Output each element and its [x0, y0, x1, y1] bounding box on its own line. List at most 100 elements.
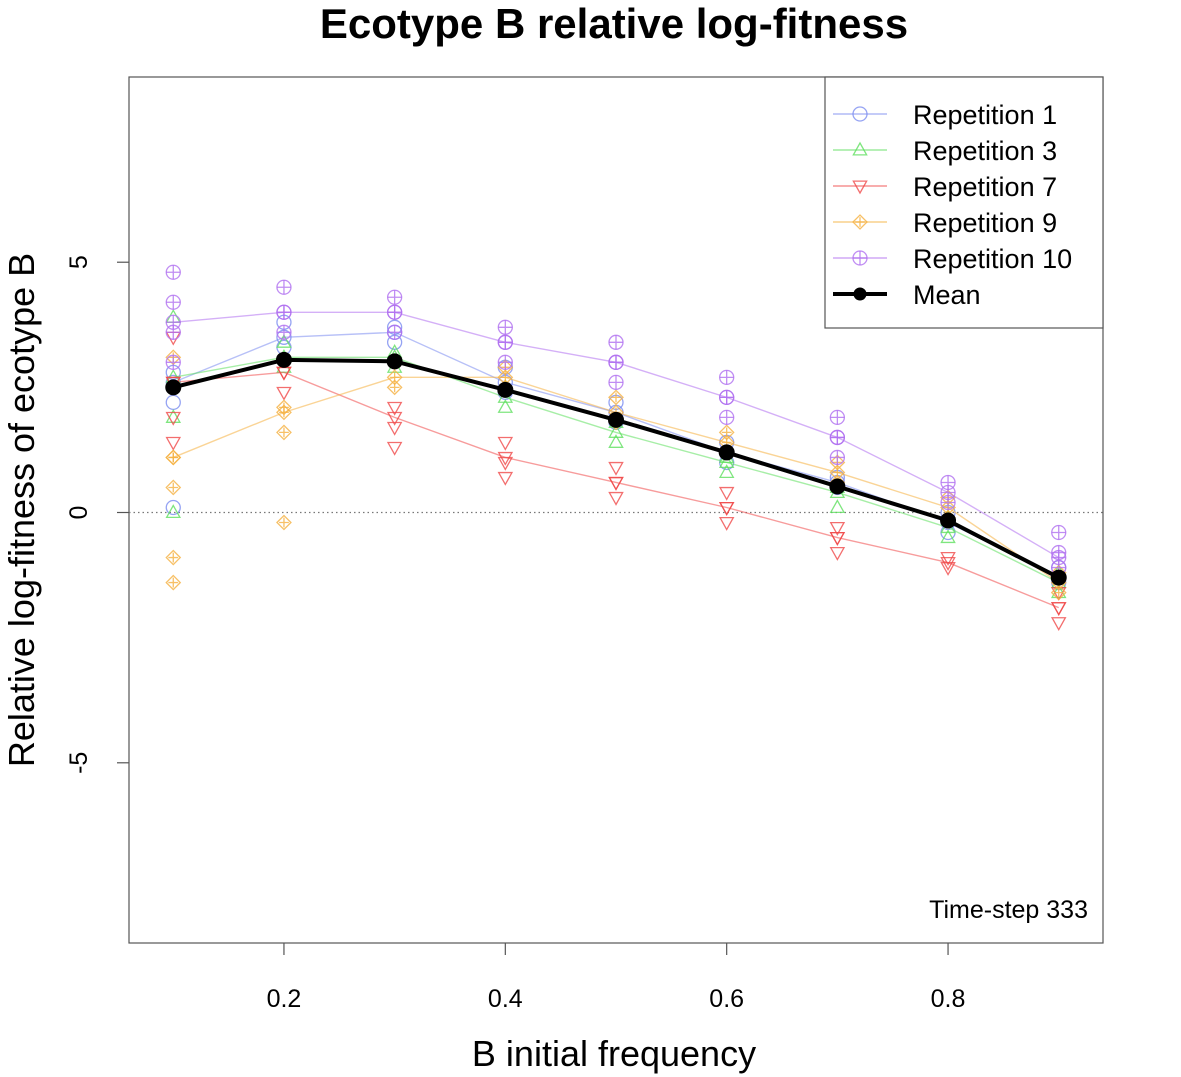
replicate-point	[165, 411, 182, 426]
replicate-point-plus	[166, 265, 181, 280]
replicate-point-plus	[609, 335, 623, 350]
series-point	[497, 334, 513, 350]
time-step-annotation: Time-step 333	[929, 896, 1088, 924]
legend-marker	[852, 106, 868, 122]
legend: Repetition 1 Repetition 3 Repetition 7 Repe…	[824, 76, 1104, 329]
x-tick-label: 0.2	[267, 985, 302, 1013]
series-point	[608, 424, 624, 438]
replicate-point	[718, 486, 735, 501]
series-point	[718, 454, 735, 468]
legend-marker-plus	[853, 251, 867, 265]
replicate-point	[497, 319, 513, 335]
replicate-point-diamond	[608, 389, 624, 406]
replicate-point	[608, 334, 624, 350]
mean-point	[940, 512, 957, 529]
series-point	[608, 354, 624, 370]
replicate-point	[276, 333, 292, 348]
legend-marker	[852, 214, 868, 230]
replicate-point	[608, 374, 624, 391]
mean-point	[829, 478, 846, 495]
replicate-point-cross	[279, 517, 289, 528]
replicate-point-cross	[279, 427, 289, 438]
replicate-point-plus	[830, 450, 845, 465]
series-point-cross	[279, 407, 289, 418]
replicate-point	[386, 324, 403, 340]
replicate-point-plus	[830, 410, 845, 425]
replicate-point	[497, 354, 513, 370]
replicate-point-plus	[1051, 525, 1066, 540]
mean-point	[165, 379, 182, 396]
replicate-point	[718, 516, 735, 531]
replicate-point	[386, 401, 403, 416]
mean-point	[386, 353, 403, 370]
series-point	[1051, 549, 1067, 566]
replicate-point	[719, 409, 735, 426]
series-point-diamond	[165, 449, 182, 466]
replicate-point-plus	[719, 370, 734, 385]
legend-label: Repetition 3	[913, 136, 1057, 166]
replicate-point	[829, 499, 846, 514]
replicate-point	[1050, 602, 1067, 616]
legend-label: Repetition 1	[913, 100, 1057, 130]
y-tick-label: -5	[65, 752, 93, 774]
replicate-point	[386, 379, 403, 396]
x-tick-label: 0.8	[931, 985, 966, 1013]
legend-box	[824, 76, 1104, 329]
replicate-point	[165, 549, 182, 566]
replicate-point-diamond	[165, 549, 182, 566]
series-point-plus	[609, 355, 623, 370]
replicate-point-cross	[168, 482, 179, 493]
chart-title: Ecotype B relative log-fitness	[320, 0, 908, 47]
replicate-point-plus	[387, 290, 402, 305]
replicate-point	[829, 449, 846, 466]
series-point	[165, 449, 182, 466]
replicate-point-plus	[166, 295, 181, 310]
replicate-point	[165, 354, 181, 370]
replicate-point	[829, 546, 846, 561]
series-point	[497, 451, 514, 466]
replicate-point	[718, 464, 735, 479]
mean-point	[1050, 569, 1067, 586]
series-point	[1050, 602, 1067, 616]
legend-label: Repetition 9	[913, 208, 1057, 238]
legend-label: Mean	[913, 280, 981, 310]
replicate-point-cross	[168, 552, 179, 563]
replicate-point-plus	[276, 280, 291, 295]
series-group	[165, 264, 1067, 631]
replicate-point	[940, 529, 956, 544]
replicate-point	[386, 289, 403, 305]
legend-marker	[852, 141, 868, 156]
replicate-point	[1051, 524, 1067, 541]
replicate-point-plus	[276, 325, 291, 340]
series-line	[173, 356, 1060, 584]
series-point	[276, 404, 292, 421]
series-point-diamond	[497, 369, 514, 386]
replicate-point	[497, 436, 514, 451]
series-point	[497, 369, 514, 386]
replicate-point	[165, 504, 182, 519]
replicate-point-plus	[609, 375, 623, 390]
series-point	[940, 484, 956, 501]
series-point	[386, 369, 403, 386]
replicate-point	[829, 409, 846, 426]
series-point-diamond	[829, 464, 846, 481]
replicate-point	[165, 394, 181, 411]
series-mean	[165, 351, 1067, 586]
replicate-point	[608, 491, 624, 506]
y-tick-label: 0	[65, 506, 93, 520]
series-point-cross	[389, 372, 400, 383]
series-point	[829, 429, 846, 446]
replicate-point	[276, 514, 292, 531]
replicate-point-plus	[498, 355, 513, 370]
legend-marker-cross	[855, 217, 865, 227]
replicate-point	[165, 409, 182, 423]
mean-point	[275, 351, 292, 368]
replicate-point	[165, 574, 182, 591]
series-point-plus	[387, 305, 402, 320]
replicate-point	[276, 279, 292, 295]
replicate-point-diamond	[165, 574, 182, 591]
legend-label: Repetition 10	[913, 244, 1072, 274]
series-repetition-3	[165, 308, 1067, 599]
series-point-plus	[941, 485, 956, 500]
